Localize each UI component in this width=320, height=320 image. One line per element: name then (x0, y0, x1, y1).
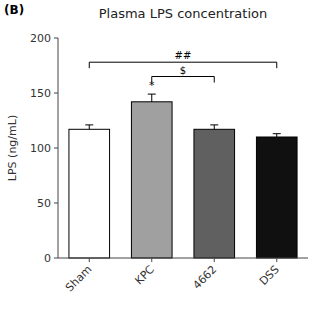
title: Plasma LPS concentration (99, 6, 267, 21)
annotation: * (149, 79, 155, 92)
y-tick-label: 0 (44, 252, 51, 265)
x-tick-label: DSS (257, 263, 282, 288)
error-bar-cap (148, 94, 156, 95)
y-axis (58, 38, 59, 258)
error-bar-cap (210, 124, 218, 125)
error-bar-cap (85, 124, 93, 125)
bar (131, 102, 172, 258)
y-tick (54, 148, 58, 149)
significance-bracket (152, 77, 215, 83)
x-tick (89, 258, 90, 262)
panel-label: (B) (4, 3, 24, 17)
significance-label: ## (175, 50, 192, 61)
y-tick-label: 200 (30, 32, 51, 45)
y-tick (54, 38, 58, 39)
bar (256, 137, 297, 258)
y-tick (54, 258, 58, 259)
x-tick (214, 258, 215, 262)
significance-bracket (89, 62, 277, 68)
bars (85, 94, 281, 140)
y-axis-label: LPS (ng/mL) (6, 115, 19, 181)
error-bar-cap (273, 133, 281, 134)
y-tick-label: 150 (30, 87, 51, 100)
x-tick (151, 258, 152, 262)
significance-label: $ (180, 65, 186, 76)
y-tick (54, 203, 58, 204)
bar (194, 129, 235, 258)
x-tick (276, 258, 277, 262)
x-axis (58, 258, 308, 259)
x-tick-label: KPC (132, 263, 157, 288)
x-tick-label: 4662 (190, 263, 219, 292)
y-tick (54, 93, 58, 94)
bar (69, 129, 110, 258)
y-tick-label: 50 (37, 197, 51, 210)
chart: (B) Plasma LPS concentration 0 50 100 150 200 L… (0, 0, 320, 320)
x-tick-label: Sham (63, 263, 94, 294)
y-tick-label: 100 (30, 142, 51, 155)
